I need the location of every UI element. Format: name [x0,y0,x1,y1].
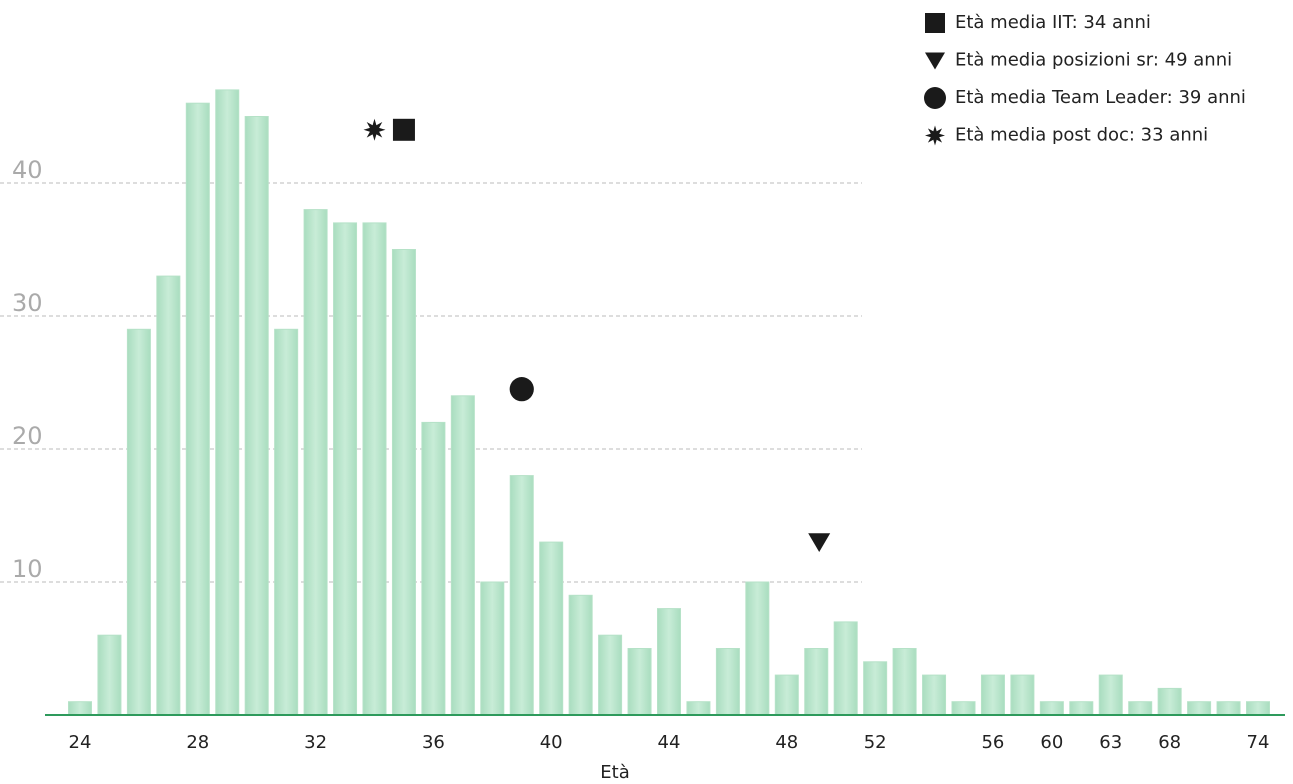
bar [391,249,416,716]
bar [97,634,122,716]
bar [480,581,505,716]
x-tick-label: 44 [658,732,681,753]
x-tick-label: 48 [775,732,798,753]
bar [244,116,269,716]
x-tick-label: 40 [540,732,563,753]
bar [657,608,681,716]
bar [509,475,534,716]
bar [68,701,92,716]
x-tick-label: 68 [1158,732,1181,753]
y-tick-label: 30 [12,289,43,317]
bar [421,421,446,716]
bar [1098,674,1123,716]
bar [892,648,917,716]
bar [1010,674,1035,716]
bar [627,648,652,716]
x-tick-label: 24 [69,732,92,753]
legend-symbol [925,52,945,70]
bar [1069,701,1094,716]
bar [568,594,593,716]
legend-label: Età media IIT: 34 anni [955,12,1151,33]
bar [185,102,210,716]
marker [808,533,831,552]
x-tick-label: 32 [304,732,327,753]
bar [126,328,151,716]
legend-label: Età media posizioni sr: 49 anni [955,50,1232,71]
marker [363,118,386,141]
bar [863,661,888,716]
legend-symbol [924,87,946,109]
bar [598,634,623,716]
bar [804,648,829,716]
x-tick-label: 63 [1099,732,1122,753]
legend-label: Età media Team Leader: 39 anni [955,87,1246,108]
bar [951,701,976,716]
marker [392,118,415,141]
x-tick-label: 56 [981,732,1004,753]
legend-symbol [925,125,945,146]
bar [1157,687,1182,716]
bar [745,581,770,716]
x-tick-label: 52 [864,732,887,753]
y-tick-label: 40 [12,156,43,184]
y-tick-label: 20 [12,422,43,450]
bar [774,674,799,716]
bar [980,674,1005,716]
bar [215,89,240,716]
x-axis-title: Età [600,762,629,783]
legend-label: Età media post doc: 33 anni [955,125,1208,146]
y-tick-label: 10 [12,555,43,583]
bar [715,648,740,716]
x-tick-label: 74 [1247,732,1270,753]
bar [333,222,358,716]
bar [1246,701,1270,716]
bar [539,541,564,716]
bar [686,701,711,716]
bar [833,621,858,716]
bar [1128,701,1153,716]
bar [303,209,328,716]
x-tick-label: 36 [422,732,445,753]
bar [274,328,299,716]
bar [922,674,947,716]
bar [156,275,181,716]
marker [509,377,534,402]
bar [1187,701,1212,716]
bar [1216,701,1241,716]
bar [362,222,387,716]
x-tick-label: 60 [1040,732,1063,753]
legend-symbol [925,13,945,33]
bar [450,395,475,716]
bar [1039,701,1064,716]
x-tick-label: 28 [186,732,209,753]
